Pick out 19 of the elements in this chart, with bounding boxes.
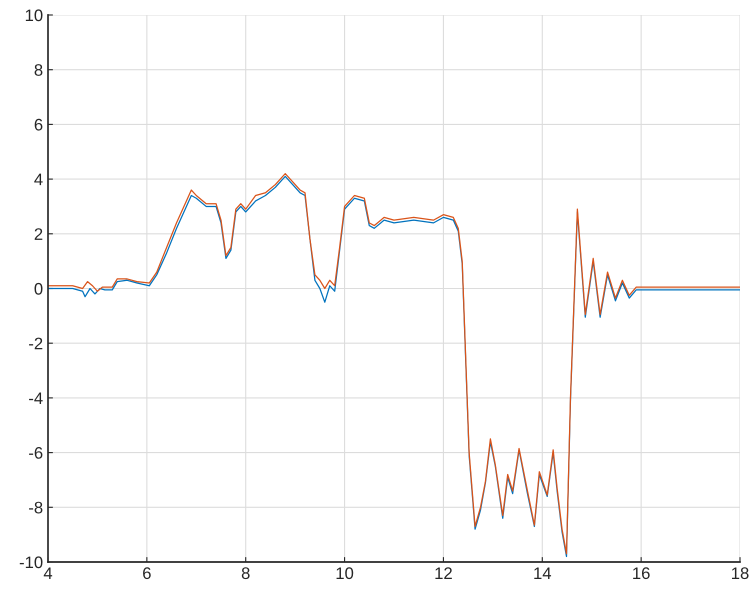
y-tick-label: -4 <box>29 392 43 404</box>
y-tick-label: -10 <box>20 556 42 568</box>
y-tick-label: -2 <box>29 338 42 350</box>
x-tick-label: 12 <box>435 567 452 579</box>
x-tick-label: 6 <box>143 567 151 580</box>
x-tick-label: 8 <box>242 567 250 580</box>
y-tick-label: -8 <box>29 502 42 514</box>
y-tick-label: 4 <box>34 174 43 186</box>
y-tick-label: 8 <box>34 64 42 76</box>
y-tick-label: 10 <box>26 9 42 22</box>
x-tick-label: 18 <box>732 567 749 580</box>
x-tick-label: 14 <box>534 567 552 579</box>
x-tick-label: 16 <box>633 567 650 580</box>
y-tick-label: 6 <box>34 118 42 131</box>
y-tick-label: -6 <box>29 447 42 459</box>
x-tick-label: 10 <box>336 567 354 580</box>
x-tick-label: 4 <box>44 567 52 579</box>
y-tick-label: 0 <box>34 282 42 295</box>
y-tick-label: 2 <box>34 228 42 240</box>
